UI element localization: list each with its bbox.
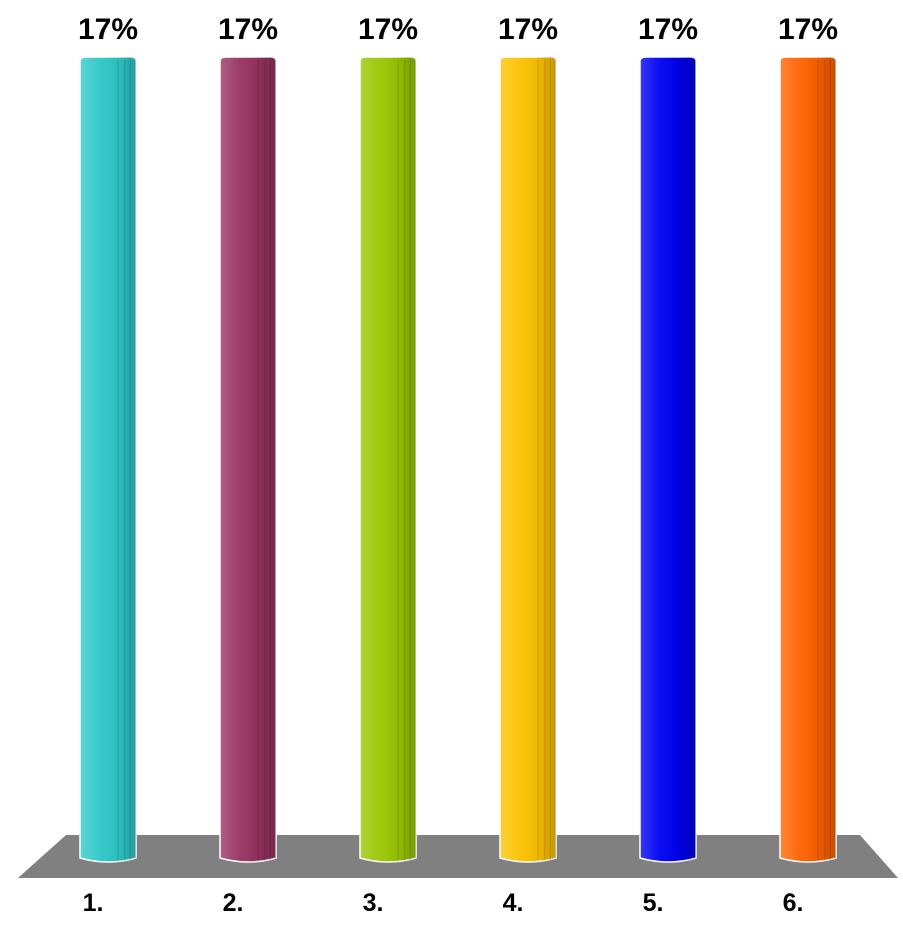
chart-floor (18, 835, 898, 878)
bar-3 (359, 56, 417, 863)
data-label-6: 17% (778, 13, 838, 46)
x-tick-label-6: 6. (783, 889, 804, 917)
x-axis-tick-labels: 1. 2. 3. 4. 5. 6. (83, 889, 804, 917)
x-tick-label-1: 1. (83, 889, 104, 917)
data-labels: 17% 17% 17% 17% 17% 17% (78, 13, 838, 46)
bar-1 (79, 56, 137, 863)
data-label-4: 17% (498, 13, 558, 46)
data-label-5: 17% (638, 13, 698, 46)
x-tick-label-4: 4. (503, 889, 524, 917)
data-label-3: 17% (358, 13, 418, 46)
bars-layer (79, 56, 837, 863)
bar-6 (779, 56, 837, 863)
bar-4 (499, 56, 557, 863)
x-tick-label-2: 2. (223, 889, 244, 917)
x-tick-label-3: 3. (363, 889, 384, 917)
bar-2 (219, 56, 277, 863)
x-tick-label-5: 5. (643, 889, 664, 917)
data-label-2: 17% (218, 13, 278, 46)
data-label-1: 17% (78, 13, 138, 46)
bar-5 (639, 56, 697, 863)
